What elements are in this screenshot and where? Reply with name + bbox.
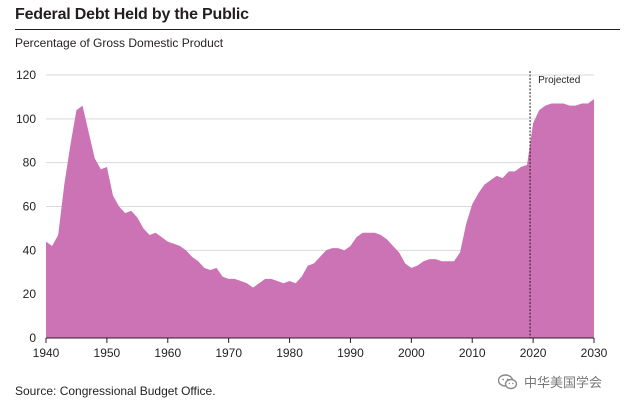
watermark-text: 中华美国学会	[524, 375, 603, 390]
chart-title: Federal Debt Held by the Public	[15, 6, 249, 23]
y-tick-label: 120	[16, 68, 36, 82]
x-tick-label: 1940	[33, 346, 60, 360]
x-tick-label: 1980	[276, 346, 303, 360]
area-series	[46, 99, 594, 338]
y-tick-label: 100	[16, 112, 36, 126]
y-tick-label: 60	[23, 200, 37, 214]
wechat-icon	[497, 373, 518, 390]
projection-marker: Projected	[529, 71, 580, 338]
chart-subtitle: Percentage of Gross Domestic Product	[15, 36, 224, 50]
source-note: Source: Congressional Budget Office.	[15, 384, 216, 398]
axes	[45, 337, 595, 343]
title-rule	[15, 29, 620, 30]
debt-area	[46, 99, 594, 338]
x-tick-labels: 1940 1950 1960 1970 1980 1990 2000 2010 2020 2030	[33, 346, 608, 360]
y-tick-label: 20	[23, 287, 37, 301]
x-tick-label: 2010	[459, 346, 486, 360]
x-tick-label: 2030	[581, 346, 608, 360]
projection-label: Projected	[538, 75, 580, 86]
x-tick-label: 2000	[398, 346, 425, 360]
x-tick-label: 1970	[215, 346, 242, 360]
x-tick-label: 1960	[154, 346, 181, 360]
x-tick-label: 1990	[337, 346, 364, 360]
y-tick-label: 80	[23, 156, 37, 170]
watermark: 中华美国学会	[497, 372, 603, 391]
y-tick-label: 40	[23, 243, 37, 257]
x-tick-label: 2020	[520, 346, 547, 360]
y-tick-labels: 0 20 40 60 80 100 120	[16, 68, 36, 345]
x-tick-label: 1950	[94, 346, 121, 360]
y-tick-label: 0	[29, 331, 36, 345]
